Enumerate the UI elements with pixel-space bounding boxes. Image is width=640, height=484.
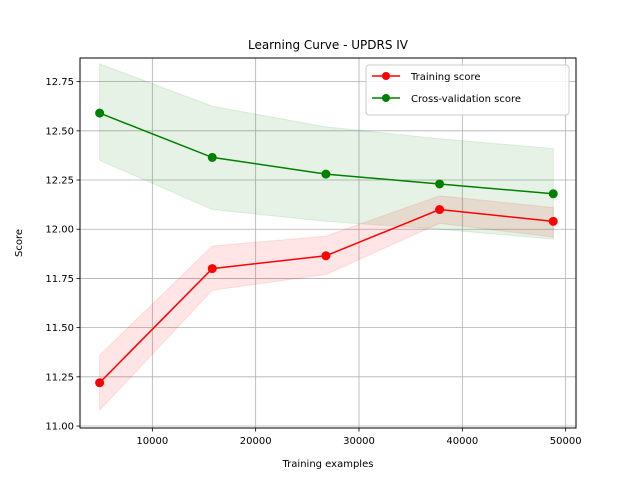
x-axis-label: Training examples	[282, 459, 374, 470]
plot-frame	[79, 57, 577, 429]
series-points	[95, 108, 558, 388]
data-point-0	[548, 216, 558, 226]
y-tick-label: 12.50	[45, 126, 74, 137]
confidence-band-0	[99, 195, 554, 412]
data-point-0	[435, 205, 445, 215]
x-tick-label: 50000	[550, 436, 582, 447]
data-point-1	[548, 189, 558, 199]
data-point-1	[207, 152, 217, 162]
data-point-1	[95, 108, 105, 118]
chart-title: Learning Curve - UPDRS IV	[248, 38, 409, 52]
legend-marker-1	[382, 94, 390, 102]
data-point-0	[207, 264, 217, 274]
data-point-1	[435, 179, 445, 189]
y-tick-label: 11.75	[45, 274, 74, 285]
x-tick-label: 10000	[136, 436, 168, 447]
y-tick-label: 12.00	[45, 225, 74, 236]
x-axis: 10000 20000 30000 40000 50000	[136, 428, 582, 447]
confidence-band-1	[99, 63, 554, 240]
data-point-0	[321, 251, 331, 261]
y-axis: 11.00 11.25 11.50 11.75 12.00 12.25 12.50 12.75	[45, 77, 80, 433]
x-tick-label: 20000	[240, 436, 272, 447]
legend-label-0: Training score	[410, 72, 481, 83]
data-point-1	[321, 169, 331, 179]
x-tick-label: 30000	[343, 436, 375, 447]
legend-marker-0	[382, 72, 390, 80]
y-tick-label: 11.25	[45, 372, 74, 383]
y-tick-label: 12.75	[45, 77, 74, 88]
legend-label-1: Cross-validation score	[411, 94, 521, 105]
confidence-bands	[99, 63, 554, 412]
y-tick-label: 11.00	[45, 422, 74, 433]
x-tick-label: 40000	[446, 436, 478, 447]
y-tick-label: 11.50	[45, 323, 74, 334]
y-axis-label: Score	[14, 229, 25, 257]
legend-box	[365, 64, 570, 116]
legend: Training score Cross-validation score	[365, 64, 570, 116]
y-tick-label: 12.25	[45, 176, 74, 187]
data-point-0	[95, 378, 105, 388]
